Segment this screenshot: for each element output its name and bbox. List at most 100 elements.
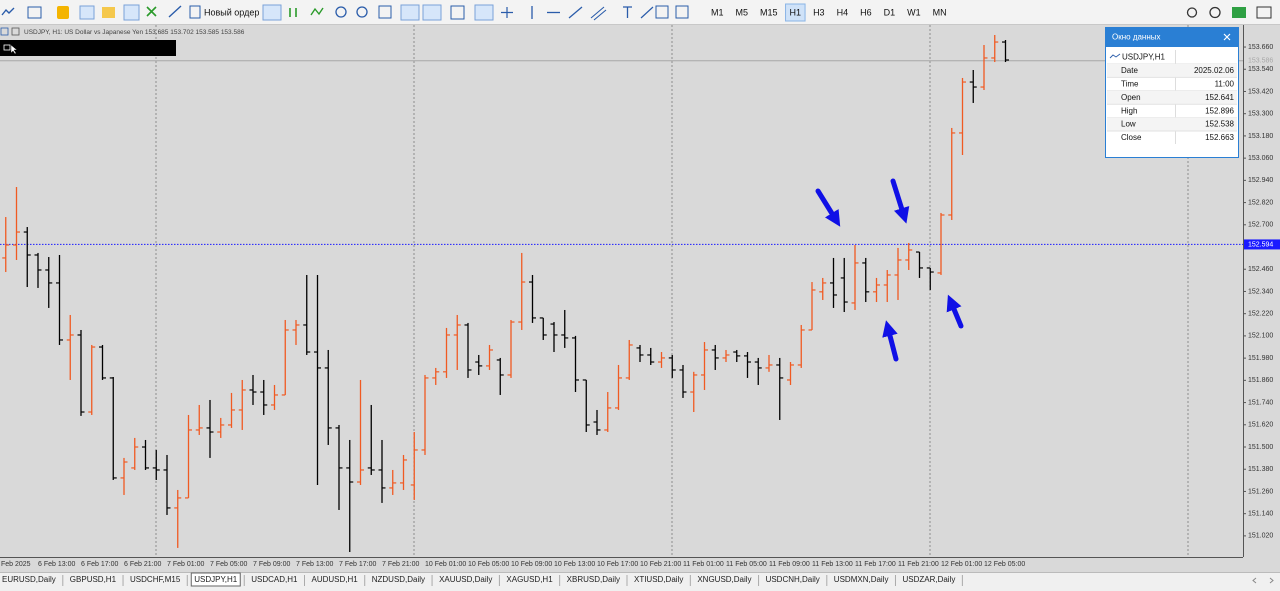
tab[interactable]: XAGUSD,H1 [506, 575, 553, 584]
y-tick-label: 152.820 [1248, 199, 1273, 206]
icon-expand[interactable] [168, 5, 182, 18]
timeframe-button[interactable]: H4 [837, 7, 849, 17]
icon-text[interactable] [623, 6, 632, 18]
tab[interactable]: XTIUSD,Daily [634, 575, 683, 584]
icon-objects[interactable] [675, 5, 689, 19]
icon-new-order[interactable] [189, 5, 201, 19]
tab[interactable]: USDMXN,Daily [834, 575, 889, 584]
icon-algo[interactable] [146, 6, 157, 17]
x-tick-label: 11 Feb 05:00 [726, 561, 767, 568]
timeframe-button[interactable]: M5 [736, 7, 749, 17]
timeframe-button[interactable]: H1 [790, 7, 802, 17]
tab[interactable]: XBRUSD,Daily [567, 575, 620, 584]
icon-depth[interactable] [262, 4, 282, 21]
tab[interactable]: USDJPY,H1 [194, 575, 238, 584]
tab[interactable]: XAUUSD,Daily [439, 575, 492, 584]
timeframe-button[interactable]: MN [933, 7, 947, 17]
tab-scroll[interactable] [1252, 577, 1274, 584]
new-order-button[interactable]: Новый ордер [204, 7, 259, 17]
tab[interactable]: GBPUSD,H1 [70, 575, 117, 584]
timeframe-button[interactable]: W1 [907, 7, 921, 17]
icon-account[interactable] [1209, 6, 1221, 19]
tab-bar [0, 572, 1280, 591]
timeframe-button[interactable]: H3 [813, 7, 825, 17]
x-tick-label: 11 Feb 17:00 [855, 561, 896, 568]
data-window: Окно данных USDJPY,H1 Date 2025.02.06 Time… [1105, 27, 1239, 158]
timeframe-button[interactable]: D1 [884, 7, 896, 17]
icon-trendline[interactable] [568, 6, 583, 19]
icon-shift[interactable] [422, 4, 442, 21]
chart-tabs: EURUSD,Daily GBPUSD,H1 USDCHF,M15 USDJPY,H1… [2, 572, 963, 587]
row-label: Date [1121, 66, 1138, 75]
x-tick-label: 12 Feb 01:00 [941, 561, 982, 568]
icon-bars[interactable] [289, 8, 297, 17]
period-separators [155, 25, 1189, 557]
row-label: High [1121, 106, 1137, 115]
tab[interactable]: XNGUSD,Daily [697, 575, 751, 584]
x-tick-label: 10 Feb 13:00 [554, 561, 595, 568]
tab[interactable]: AUDUSD,H1 [311, 575, 358, 584]
x-tick-label: 10 Feb 09:00 [511, 561, 552, 568]
icon-fibo[interactable] [640, 6, 654, 19]
icon-crosshair[interactable] [501, 7, 513, 18]
y-tick-label: 153.420 [1248, 88, 1273, 95]
y-tick-label: 151.500 [1248, 444, 1273, 451]
icon-line[interactable] [310, 7, 324, 16]
x-tick-label: 10 Feb 21:00 [640, 561, 681, 568]
y-tick-label: 151.380 [1248, 466, 1273, 473]
icon-search[interactable] [1186, 7, 1198, 18]
data-window-close[interactable] [1223, 33, 1231, 41]
icon-tile[interactable] [378, 5, 392, 19]
tab[interactable]: NZDUSD,Daily [372, 575, 425, 584]
tab[interactable]: USDCNH,Daily [766, 575, 820, 584]
timeframe-button[interactable]: H6 [860, 7, 872, 17]
data-window-rows: Date 2025.02.06 Time 11:00 Open 152.641 High 15… [1107, 63, 1237, 142]
icon-screenshot[interactable] [450, 5, 465, 20]
y-tick-label: 152.460 [1248, 266, 1273, 273]
symbol-icon [1109, 53, 1121, 59]
icon-panel[interactable] [1256, 6, 1272, 19]
icon-templates[interactable] [27, 6, 42, 19]
tab[interactable]: USDZAR,Daily [902, 575, 955, 584]
x-tick-label: 11 Feb 09:00 [769, 561, 810, 568]
time-axis: Feb 2025 6 Feb 13:00 6 Feb 17:00 6 Feb 21:0… [1, 561, 1025, 568]
one-click-panel[interactable] [0, 40, 176, 56]
icon-chart-menu[interactable] [0, 27, 9, 36]
tab-bg[interactable] [190, 572, 241, 587]
tab[interactable]: EURUSD,Daily [2, 575, 56, 584]
icon-channel[interactable] [590, 6, 607, 21]
y-tick-label: 151.860 [1248, 377, 1273, 384]
x-tick-label: 11 Feb 01:00 [683, 561, 724, 568]
y-tick-label: 152.340 [1248, 288, 1273, 295]
panel-icon [3, 44, 11, 51]
icon-cursor[interactable] [474, 4, 494, 21]
icon-signals[interactable] [1232, 7, 1246, 18]
tab[interactable]: USDCHF,M15 [130, 575, 181, 584]
x-tick-label: 6 Feb 13:00 [38, 561, 75, 568]
icon-chart-type[interactable] [1, 7, 15, 16]
y-tick-label: 153.060 [1248, 155, 1273, 162]
icon-chart-props[interactable] [11, 27, 20, 36]
icon-zoom-out[interactable] [356, 6, 368, 18]
y-tick-label: 153.660 [1248, 44, 1273, 51]
toolbar [0, 0, 1280, 25]
tab[interactable]: USDCAD,H1 [251, 575, 298, 584]
row-value: 152.641 [1205, 93, 1234, 102]
timeframe-button[interactable]: M1 [711, 7, 724, 17]
x-tick-label: 7 Feb 09:00 [253, 561, 290, 568]
x-tick-label: Feb 2025 [1, 561, 31, 568]
icon-shapes[interactable] [655, 5, 669, 19]
annotation-arrow [890, 178, 910, 224]
y-tick-label: 152.940 [1248, 177, 1273, 184]
icon-navigator[interactable] [102, 7, 115, 18]
icon-toolbox[interactable] [123, 4, 140, 21]
y-tick-label: 153.180 [1248, 133, 1273, 140]
icon-market[interactable] [57, 6, 69, 19]
icon-zoom-in[interactable] [335, 6, 347, 18]
icon-market-watch[interactable] [79, 5, 95, 20]
x-tick-label: 6 Feb 21:00 [124, 561, 161, 568]
timeframe-button[interactable]: M15 [760, 7, 778, 17]
timeframe-button-bg[interactable] [785, 3, 806, 22]
icon-autoscroll[interactable] [400, 4, 420, 21]
